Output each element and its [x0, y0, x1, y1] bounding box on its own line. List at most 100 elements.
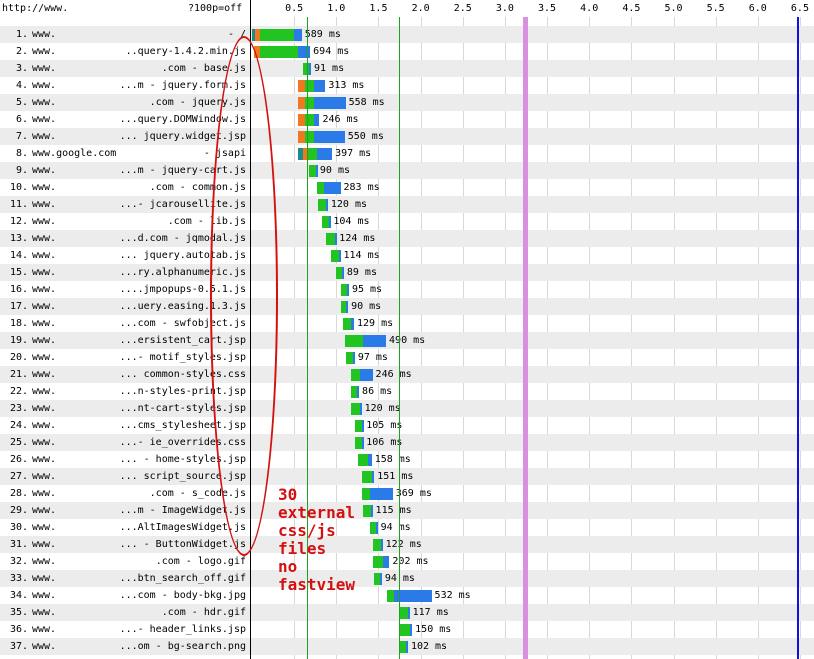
request-label: 33. www. ...btn_search_off.gif	[0, 570, 248, 587]
request-file: ...ry.alphanumeric.js	[119, 267, 246, 278]
request-file: ...m - jquery.form.js	[119, 80, 246, 91]
request-number: 6.	[15, 114, 28, 125]
request-file: ...uery.easing.1.3.js	[119, 301, 246, 312]
ttfb-segment	[354, 437, 362, 449]
duration-label: 94 ms	[384, 573, 415, 584]
ttfb-segment	[358, 454, 369, 466]
ttfb-segment	[259, 46, 299, 58]
request-file: ...- jcarousellite.js	[119, 199, 246, 210]
download-segment	[324, 182, 341, 194]
request-row[interactable]: 4. www. ...m - jquery.form.js 313 ms	[0, 77, 814, 94]
request-file: - /	[227, 29, 246, 40]
option-header: ?100p=off	[188, 3, 243, 14]
request-row[interactable]: 31. www. ... - ButtonWidget.js 122 ms	[0, 536, 814, 553]
request-host: www.	[32, 131, 57, 142]
request-row[interactable]: 8. www.google.com - jsapi 397 ms	[0, 145, 814, 162]
request-row[interactable]: 37. www. ...om - bg-search.png 102 ms	[0, 638, 814, 655]
request-row[interactable]: 28. www. .com - s_code.js 369 ms	[0, 485, 814, 502]
request-row[interactable]: 24. www. ...cms_stylesheet.jsp 105 ms	[0, 417, 814, 434]
request-row[interactable]: 21. www. ... common-styles.css 246 ms	[0, 366, 814, 383]
request-file: ...m - ImageWidget.js	[119, 505, 246, 516]
request-row[interactable]: 12. www. .com - lib.js 104 ms	[0, 213, 814, 230]
request-row[interactable]: 16. www. ....jmpopups-0.5.1.js 95 ms	[0, 281, 814, 298]
download-segment	[368, 454, 372, 466]
request-row[interactable]: 13. www. ...d.com - jqmodal.js 124 ms	[0, 230, 814, 247]
request-row[interactable]: 5. www. .com - jquery.js 558 ms	[0, 94, 814, 111]
download-segment	[359, 369, 373, 381]
download-segment	[313, 131, 345, 143]
request-row[interactable]: 2. www. ..query-1.4.2.min.js 694 ms	[0, 43, 814, 60]
request-file: ...btn_search_off.gif	[119, 573, 246, 584]
request-number: 20.	[9, 352, 28, 363]
download-segment	[380, 539, 383, 551]
connect-segment	[255, 29, 261, 41]
request-label: 35. www. .com - hdr.gif	[0, 604, 248, 621]
request-row[interactable]: 30. www. ...AltImagesWidget.js 94 ms	[0, 519, 814, 536]
download-segment	[294, 29, 302, 41]
request-label: 10. www. .com - common.js	[0, 179, 248, 196]
dns-segment	[252, 29, 256, 41]
request-row[interactable]: 34. www. ...com - body-bkg.jpg 532 ms	[0, 587, 814, 604]
download-segment	[334, 233, 337, 245]
request-row[interactable]: 9. www. ...m - jquery-cart.js 90 ms	[0, 162, 814, 179]
duration-label: 104 ms	[333, 216, 370, 227]
request-row[interactable]: 6. www. ...query.DOMWindow.js 246 ms	[0, 111, 814, 128]
request-row[interactable]: 20. www. ...- motif_styles.jsp 97 ms	[0, 349, 814, 366]
download-segment	[326, 199, 329, 211]
request-host: www.	[32, 471, 57, 482]
request-number: 37.	[9, 641, 28, 652]
request-row[interactable]: 18. www. ...com - swfobject.js 129 ms	[0, 315, 814, 332]
request-row[interactable]: 25. www. ...- ie_overrides.css 106 ms	[0, 434, 814, 451]
request-row[interactable]: 10. www. .com - common.js 283 ms	[0, 179, 814, 196]
dom-ready-line	[399, 17, 400, 659]
request-label: 22. www. ...n-styles-print.jsp	[0, 383, 248, 400]
request-host: www.	[32, 386, 57, 397]
ttfb-segment	[340, 301, 347, 313]
duration-label: 89 ms	[346, 267, 377, 278]
request-row[interactable]: 11. www. ...- jcarousellite.js 120 ms	[0, 196, 814, 213]
request-row[interactable]: 26. www. ... - home-styles.jsp 158 ms	[0, 451, 814, 468]
download-segment	[298, 46, 311, 58]
request-row[interactable]: 7. www. ... jquery.widget.jsp 550 ms	[0, 128, 814, 145]
request-file: ...- ie_overrides.css	[119, 437, 246, 448]
request-number: 25.	[9, 437, 28, 448]
request-file: ...AltImagesWidget.js	[119, 522, 246, 533]
request-row[interactable]: 1. www. - / 589 ms	[0, 26, 814, 43]
request-row[interactable]: 35. www. .com - hdr.gif 117 ms	[0, 604, 814, 621]
request-file: ...query.DOMWindow.js	[119, 114, 246, 125]
request-row[interactable]: 19. www. ...ersistent_cart.jsp 490 ms	[0, 332, 814, 349]
ttfb-segment	[331, 250, 339, 262]
download-segment	[342, 267, 345, 279]
request-row[interactable]: 33. www. ...btn_search_off.gif 94 ms	[0, 570, 814, 587]
request-row[interactable]: 15. www. ...ry.alphanumeric.js 89 ms	[0, 264, 814, 281]
request-number: 26.	[9, 454, 28, 465]
request-label: 5. www. .com - jquery.js	[0, 94, 248, 111]
request-number: 13.	[9, 233, 28, 244]
annotation-line: fastview	[278, 575, 356, 594]
download-segment	[393, 590, 432, 602]
request-file: .com - logo.gif	[155, 556, 246, 567]
request-row[interactable]: 23. www. ...nt-cart-styles.jsp 120 ms	[0, 400, 814, 417]
request-row[interactable]: 36. www. ...- header_links.jsp 150 ms	[0, 621, 814, 638]
request-label: 27. www. ... script_source.jsp	[0, 468, 248, 485]
request-number: 24.	[9, 420, 28, 431]
request-row[interactable]: 27. www. ... script_source.jsp 151 ms	[0, 468, 814, 485]
duration-label: 246 ms	[322, 114, 359, 125]
request-label: 7. www. ... jquery.widget.jsp	[0, 128, 248, 145]
request-row[interactable]: 14. www. ... jquery.autotab.js 114 ms	[0, 247, 814, 264]
request-row[interactable]: 22. www. ...n-styles-print.jsp 86 ms	[0, 383, 814, 400]
request-label: 9. www. ...m - jquery-cart.js	[0, 162, 248, 179]
dns-segment	[298, 148, 304, 160]
request-row[interactable]: 17. www. ...uery.easing.1.3.js 90 ms	[0, 298, 814, 315]
request-row[interactable]: 32. www. .com - logo.gif 202 ms	[0, 553, 814, 570]
request-row[interactable]: 29. www. ...m - ImageWidget.js 115 ms	[0, 502, 814, 519]
request-host: www.	[32, 182, 57, 193]
ttfb-segment	[305, 80, 314, 92]
request-host: www.	[32, 284, 57, 295]
ttfb-segment	[346, 352, 354, 364]
ttfb-segment	[399, 641, 407, 653]
duration-label: 95 ms	[351, 284, 383, 295]
request-row[interactable]: 3. www. .com - base.js 91 ms	[0, 60, 814, 77]
download-segment	[407, 607, 410, 619]
